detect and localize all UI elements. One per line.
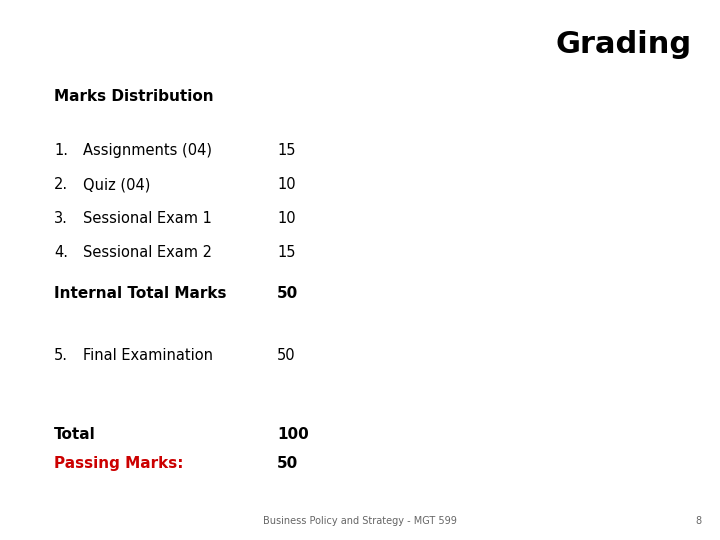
Text: 100: 100 [277, 427, 309, 442]
Text: 50: 50 [277, 348, 296, 363]
Text: Total: Total [54, 427, 96, 442]
Text: 10: 10 [277, 211, 296, 226]
Text: 8: 8 [696, 516, 702, 526]
Text: Sessional Exam 1: Sessional Exam 1 [83, 211, 212, 226]
Text: Business Policy and Strategy - MGT 599: Business Policy and Strategy - MGT 599 [263, 516, 457, 526]
Text: Passing Marks:: Passing Marks: [54, 456, 184, 471]
Text: Internal Total Marks: Internal Total Marks [54, 286, 227, 301]
Text: Assignments (04): Assignments (04) [83, 143, 212, 158]
Text: 1.: 1. [54, 143, 68, 158]
Text: Marks Distribution: Marks Distribution [54, 89, 214, 104]
Text: Quiz (04): Quiz (04) [83, 177, 150, 192]
Text: 50: 50 [277, 456, 299, 471]
Text: 10: 10 [277, 177, 296, 192]
Text: 15: 15 [277, 143, 296, 158]
Text: 5.: 5. [54, 348, 68, 363]
Text: Grading: Grading [555, 30, 691, 59]
Text: 4.: 4. [54, 245, 68, 260]
Text: Final Examination: Final Examination [83, 348, 213, 363]
Text: Sessional Exam 2: Sessional Exam 2 [83, 245, 212, 260]
Text: 2.: 2. [54, 177, 68, 192]
Text: 3.: 3. [54, 211, 68, 226]
Text: 50: 50 [277, 286, 299, 301]
Text: 15: 15 [277, 245, 296, 260]
